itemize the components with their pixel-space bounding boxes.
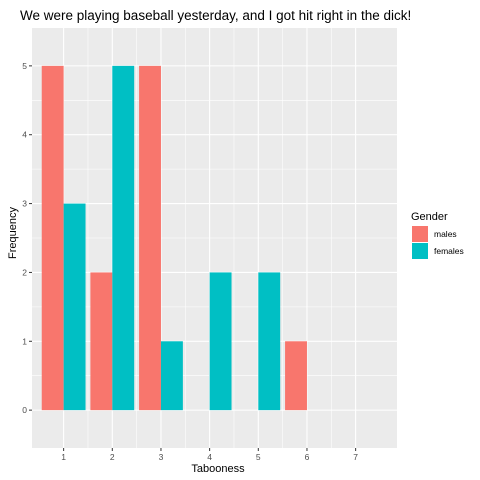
- legend-key-males: [412, 226, 428, 242]
- x-tick-label: 7: [353, 452, 358, 462]
- bar-males-6: [285, 341, 307, 411]
- x-tick-label: 5: [256, 452, 261, 462]
- x-tick-label: 4: [207, 452, 212, 462]
- x-tick-label: 2: [110, 452, 115, 462]
- y-tick-label: 0: [22, 405, 27, 415]
- bar-females-4: [209, 272, 232, 411]
- bar-males-1: [41, 65, 64, 411]
- bar-males-3: [139, 65, 161, 411]
- legend-title: Gender: [411, 211, 448, 223]
- legend-label-females: females: [434, 246, 464, 256]
- y-tick-label: 2: [22, 267, 27, 277]
- x-tick-label: 6: [305, 452, 310, 462]
- y-tick-label: 5: [22, 61, 27, 71]
- legend-key-females: [412, 243, 428, 259]
- x-tick-label: 1: [61, 452, 66, 462]
- x-axis-ticks: 1 2 3 4 5 6 7: [61, 448, 358, 462]
- legend-label-males: males: [434, 229, 457, 239]
- y-tick-label: 1: [22, 336, 27, 346]
- x-tick-label: 3: [159, 452, 164, 462]
- legend-items: males females: [412, 226, 464, 259]
- chart-title: We were playing baseball yesterday, and …: [20, 8, 411, 23]
- bar-females-5: [258, 272, 281, 411]
- y-axis-ticks: 0 1 2 3 4 5: [22, 61, 32, 415]
- x-axis-title: Tabooness: [191, 463, 245, 475]
- legend: Gender males females: [411, 211, 464, 259]
- y-axis-title: Frequency: [7, 207, 19, 259]
- y-tick-label: 3: [22, 199, 27, 209]
- bar-males-2: [90, 272, 113, 411]
- bars: [41, 65, 307, 411]
- y-tick-label: 4: [22, 130, 27, 140]
- bar-females-2: [112, 65, 135, 411]
- bar-females-3: [160, 341, 183, 411]
- bar-females-1: [63, 203, 86, 411]
